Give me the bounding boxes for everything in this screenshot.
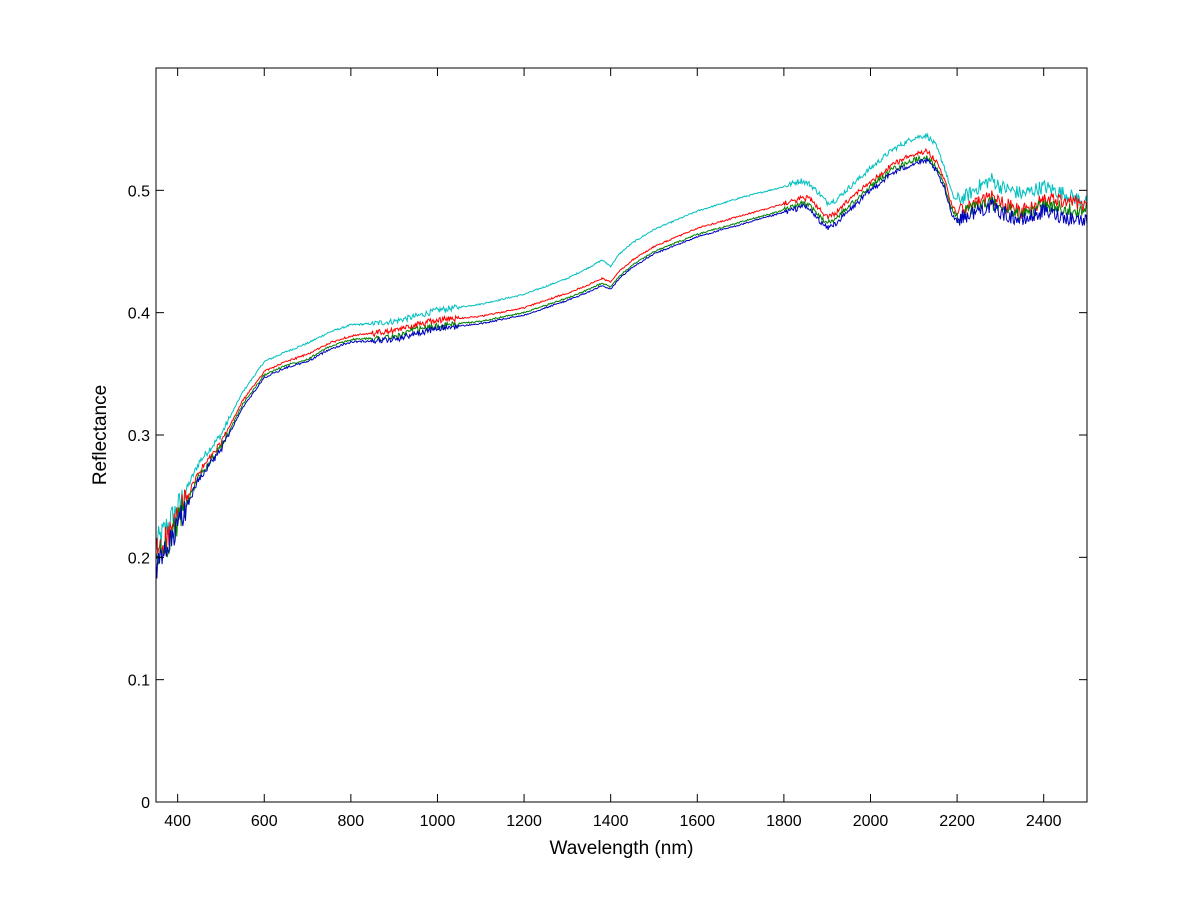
x-tick-label: 1800 <box>766 813 802 830</box>
x-tick-label: 600 <box>251 813 278 830</box>
x-axis: 400 600 800 1000 1200 1400 1600 1800 2000 2200 240… <box>164 68 1062 830</box>
series-layer <box>155 132 1088 579</box>
y-axis-title: Reflectance <box>90 385 111 485</box>
series-line-3 <box>155 154 1088 566</box>
x-tick-label: 2200 <box>939 813 975 830</box>
y-tick-label: 0.4 <box>128 306 150 323</box>
x-tick-label: 1400 <box>593 813 629 830</box>
series-line-1 <box>155 132 1088 550</box>
series-line-2 <box>155 147 1088 556</box>
y-tick-label: 0 <box>141 795 150 812</box>
y-axis: 0 0.1 0.2 0.3 0.4 0.5 <box>128 183 1087 812</box>
x-tick-label: 1600 <box>679 813 715 830</box>
x-axis-title: Wavelength (nm) <box>550 838 694 859</box>
x-tick-label: 2400 <box>1026 813 1062 830</box>
y-tick-label: 0.5 <box>128 183 150 200</box>
y-tick-label: 0.1 <box>128 673 150 690</box>
x-tick-label: 800 <box>338 813 365 830</box>
x-tick-label: 2000 <box>853 813 889 830</box>
series-line-4 <box>155 158 1088 579</box>
y-tick-label: 0.2 <box>128 550 150 567</box>
y-tick-label: 0.3 <box>128 428 150 445</box>
x-tick-label: 1200 <box>506 813 542 830</box>
x-tick-label: 400 <box>164 813 191 830</box>
x-tick-label: 1000 <box>420 813 456 830</box>
